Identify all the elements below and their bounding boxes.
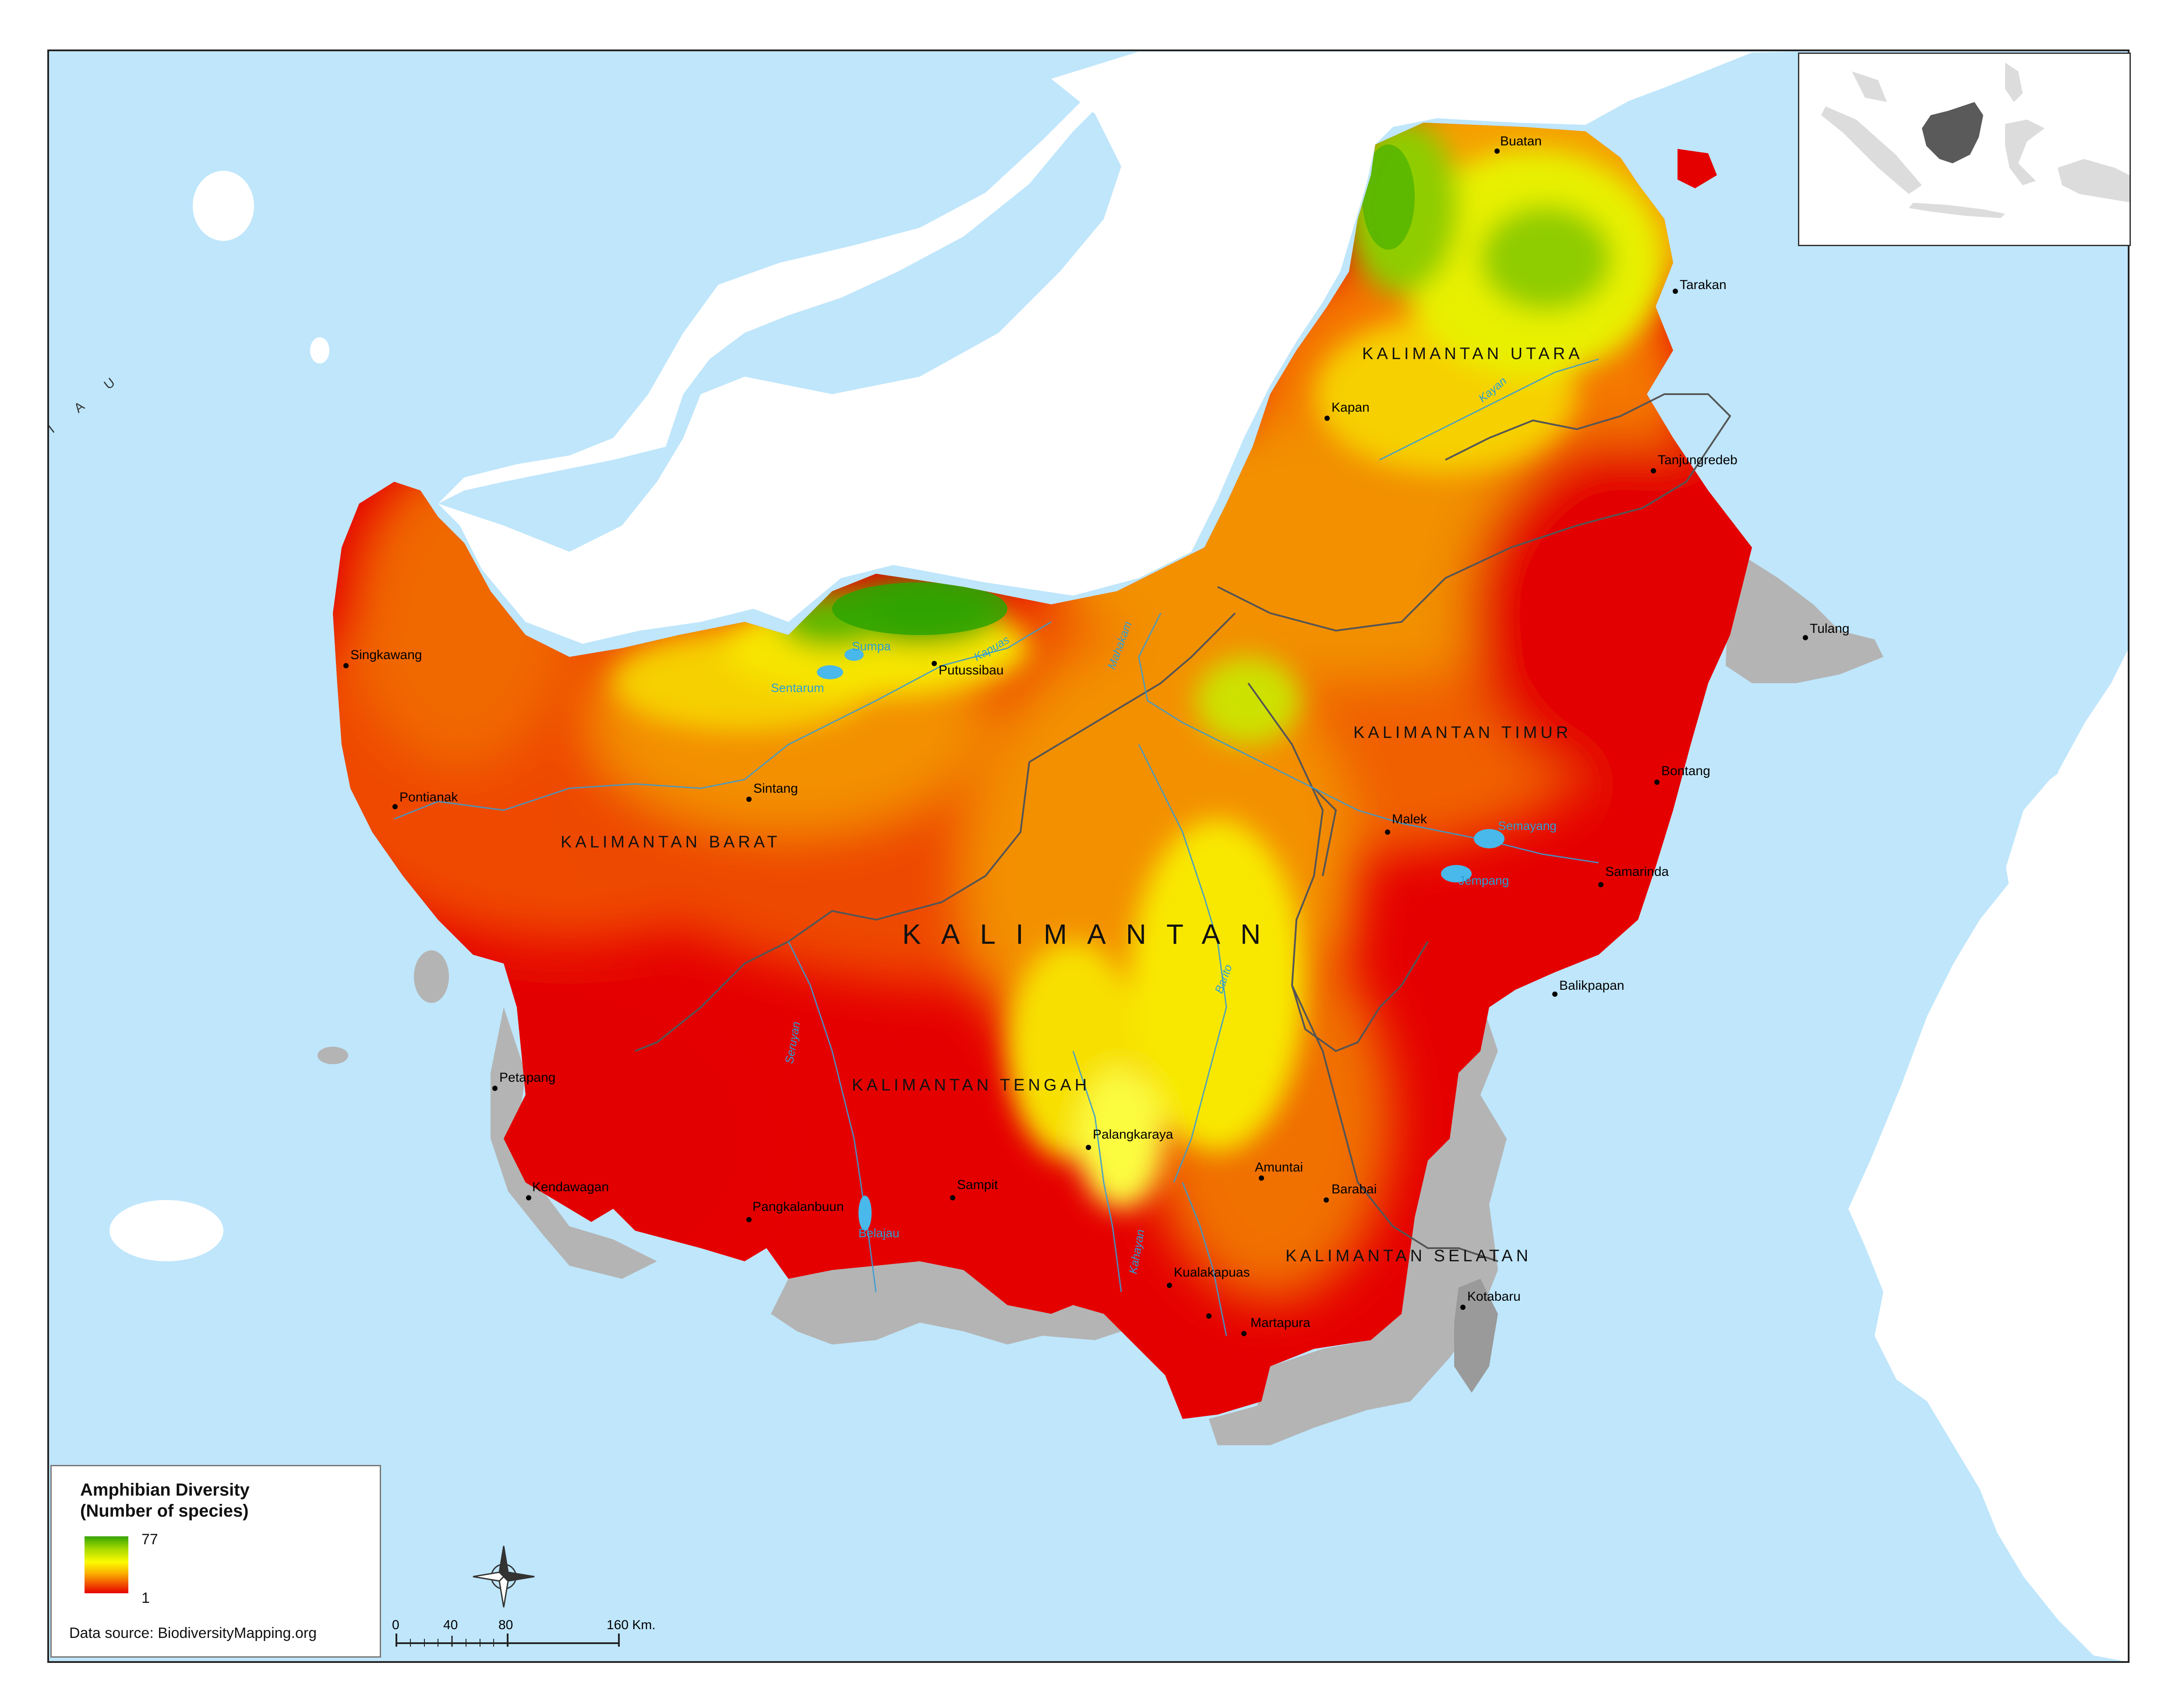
- province-label-utara: KALIMANTAN UTARA: [1362, 345, 1583, 363]
- city-kotabaru: Kotabaru: [1467, 1289, 1521, 1304]
- city-tarakan: Tarakan: [1680, 278, 1727, 292]
- lake-sumpa: [844, 649, 864, 661]
- compass-icon: [473, 1546, 535, 1608]
- lake-sentarum: [817, 665, 843, 679]
- scale-tick-40: 40: [443, 1618, 458, 1632]
- scale-bar: 0 40 80 160 Km.: [392, 1618, 656, 1647]
- city-tulang: Tulang: [1810, 621, 1850, 636]
- map-frame: [47, 49, 2130, 1663]
- inset-svg: [1799, 54, 2130, 245]
- legend-title: Amphibian Diversity (Number of species): [80, 1479, 250, 1521]
- province-boundaries: [635, 393, 1731, 1262]
- legend-title-line2: (Number of species): [80, 1501, 249, 1521]
- lake-label-belajau: Belajau: [858, 1226, 899, 1240]
- province-label-tengah: KALIMANTAN TENGAH: [852, 1076, 1090, 1094]
- city-martapura: Martapura: [1250, 1316, 1310, 1330]
- map-title-kalimantan: KALIMANTAN: [902, 918, 1281, 950]
- city-tanjungredeb: Tanjungredeb: [1658, 453, 1738, 467]
- lake-belajau: [858, 1196, 872, 1231]
- sulawesi-neck: [2006, 745, 2129, 920]
- tarakan-island: [1678, 149, 1717, 188]
- city-putussibau: Putussibau: [939, 663, 1003, 678]
- locator-inset-map: [1798, 53, 2131, 246]
- island-nw: [193, 171, 254, 241]
- city-singkawang: Singkawang: [350, 648, 422, 662]
- city-kualakapuas: Kualakapuas: [1174, 1265, 1250, 1280]
- lake-label-jempang: Jempang: [1459, 874, 1509, 887]
- inset-malaysia: [1852, 71, 1887, 102]
- province-label-selatan: KALIMANTAN SELATAN: [1286, 1247, 1532, 1265]
- hillshade-east: [1726, 547, 1883, 683]
- lake-jempang: [1441, 865, 1472, 882]
- inset-java: [1909, 203, 2005, 218]
- inset-sumatra: [1821, 106, 1922, 194]
- city-sampit: Sampit: [957, 1178, 998, 1192]
- legend-min-label: 1: [141, 1590, 150, 1606]
- inset-philippines: [2005, 63, 2023, 102]
- hillshade-southeast: [1209, 920, 1507, 1445]
- legend-title-line1: Amphibian Diversity: [80, 1480, 250, 1500]
- city-petapang: Petapang: [499, 1070, 555, 1085]
- city-palangkaraya: Palangkaraya: [1093, 1127, 1173, 1142]
- islet-west2: [318, 1047, 348, 1064]
- island-sw: [109, 1200, 223, 1261]
- hillshade-south: [771, 1261, 1121, 1345]
- islet-west: [414, 950, 449, 1003]
- sarawak-coast: [438, 52, 1156, 504]
- sulawesi-land: [1848, 648, 2129, 1662]
- scale-tick-0: 0: [392, 1618, 399, 1632]
- inset-borneo: [1922, 102, 1983, 163]
- lake-label-sumpa: Sumpa: [852, 639, 891, 653]
- city-barabai: Barabai: [1331, 1182, 1377, 1196]
- legend-box: Amphibian Diversity (Number of species) …: [50, 1465, 381, 1658]
- data-source-text: Data source: BiodiversityMapping.org: [69, 1625, 317, 1641]
- city-samarinda: Samarinda: [1605, 865, 1669, 879]
- scale-tick-80: 80: [498, 1618, 513, 1632]
- hillshade-west: [491, 1007, 657, 1279]
- scale-tick-160: 160 Km.: [607, 1618, 656, 1632]
- lake-label-sentarum: Sentarum: [771, 681, 824, 695]
- inset-sulawesi: [2005, 120, 2045, 185]
- city-kapan: Kapan: [1331, 400, 1370, 415]
- city-amuntai: Amuntai: [1255, 1160, 1303, 1175]
- city-malek: Malek: [1392, 812, 1427, 826]
- city-kendawagan: Kendawagan: [532, 1180, 609, 1194]
- city-bontang: Bontang: [1661, 764, 1710, 778]
- island-w: [310, 337, 329, 363]
- lake-label-semayang: Semayang: [1498, 819, 1557, 833]
- legend-max-label: 77: [141, 1531, 158, 1548]
- legend-color-ramp: [85, 1536, 128, 1593]
- malaysia-land: [438, 52, 1796, 644]
- province-label-barat: KALIMANTAN BARAT: [561, 833, 781, 851]
- lake-semayang: [1474, 829, 1505, 848]
- city-pontianak: Pontianak: [399, 790, 458, 805]
- city-balikpapan: Balikpapan: [1559, 978, 1624, 993]
- cities: Buatan Tarakan Kapan Tanjungredeb Tulang…: [343, 134, 1850, 1336]
- city-pangkalanbuun: Pangkalanbuun: [752, 1200, 844, 1214]
- city-sintang: Sintang: [753, 781, 798, 796]
- inset-papua: [2058, 159, 2130, 202]
- province-label-timur: KALIMANTAN TIMUR: [1353, 723, 1572, 742]
- lakes: [817, 649, 1505, 1231]
- city-buatan: Buatan: [1500, 134, 1542, 148]
